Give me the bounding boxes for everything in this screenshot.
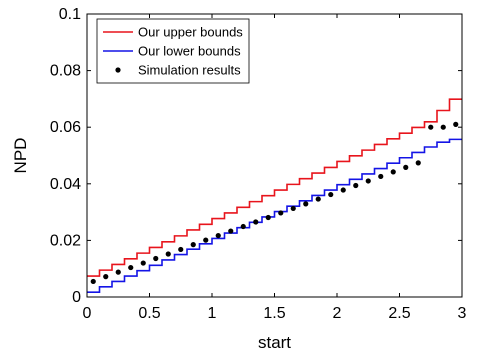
data-point <box>115 269 121 275</box>
legend-label: Our lower bounds <box>138 44 241 59</box>
data-point <box>378 173 384 180</box>
data-point <box>415 160 421 166</box>
data-point <box>328 191 334 198</box>
data-point <box>353 182 359 189</box>
data-point <box>203 237 209 243</box>
data-point <box>290 205 296 212</box>
data-point <box>153 255 159 262</box>
step-line <box>87 138 462 293</box>
x-tick-label: 2 <box>333 305 342 322</box>
legend-swatch-marker <box>115 67 121 73</box>
data-point <box>90 278 96 285</box>
data-point <box>303 201 309 207</box>
series-our-lower-bounds <box>87 138 462 293</box>
y-axis-label: NPD <box>11 138 30 174</box>
data-point <box>278 210 284 216</box>
data-point <box>403 164 409 170</box>
data-point <box>453 121 459 127</box>
data-point <box>253 219 259 225</box>
data-point <box>215 232 221 239</box>
x-tick-label: 1.5 <box>263 305 285 322</box>
series-our-upper-bounds <box>87 98 462 277</box>
y-tick-label: 0 <box>72 289 81 306</box>
data-point <box>190 242 196 248</box>
data-point <box>265 214 271 221</box>
x-tick-label: 2.5 <box>388 305 410 322</box>
data-point <box>315 196 321 202</box>
data-point <box>128 264 134 271</box>
data-point <box>103 274 109 280</box>
step-line <box>87 98 462 277</box>
x-tick-label: 0.5 <box>138 305 160 322</box>
data-point <box>390 169 396 175</box>
x-axis-label: start <box>258 333 291 352</box>
data-point <box>140 260 146 266</box>
data-point <box>178 246 184 253</box>
legend-label: Our upper bounds <box>138 25 243 40</box>
data-point <box>165 251 171 257</box>
series-simulation-results <box>90 121 459 285</box>
data-point <box>340 187 346 193</box>
data-point <box>228 228 234 234</box>
y-tick-label: 0.06 <box>50 119 81 136</box>
data-point <box>365 178 371 184</box>
x-tick-label: 1 <box>208 305 217 322</box>
x-tick-label: 0 <box>83 305 92 322</box>
y-tick-label: 0.02 <box>50 232 81 249</box>
y-tick-label: 0.1 <box>59 6 81 23</box>
x-tick-label: 3 <box>458 305 467 322</box>
data-point <box>428 124 434 130</box>
y-tick-label: 0.08 <box>50 63 81 80</box>
y-tick-label: 0.04 <box>50 176 81 193</box>
data-point <box>240 223 246 230</box>
legend: Our upper bounds Our lower bounds Simulati… <box>96 18 250 84</box>
legend-label: Simulation results <box>138 63 241 78</box>
data-point <box>440 124 446 130</box>
